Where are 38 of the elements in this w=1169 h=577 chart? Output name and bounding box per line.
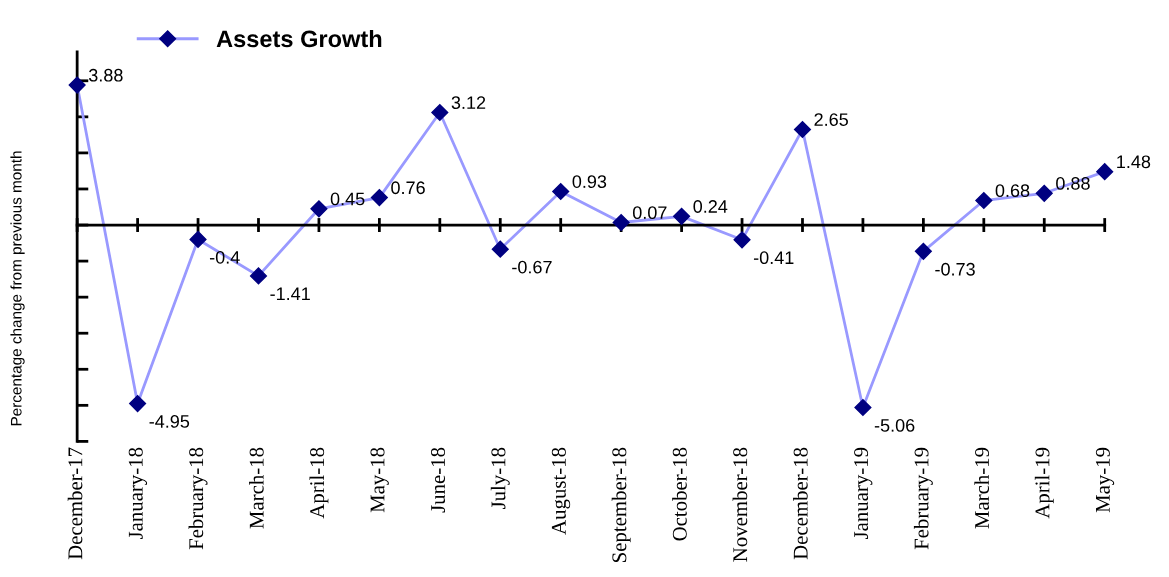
data-label: -4.95	[149, 415, 190, 428]
x-tick-label: December-18	[793, 447, 808, 560]
x-tick-label: March-19	[974, 447, 990, 529]
data-label: 0.07	[632, 206, 667, 220]
data-label: -0.67	[512, 260, 552, 274]
x-tick-label: January-19	[854, 447, 873, 540]
x-tick-label: December-17	[67, 447, 83, 560]
data-label: 3.88	[88, 68, 123, 82]
data-label: 0.88	[1056, 177, 1090, 190]
data-label: -5.06	[874, 419, 915, 432]
x-tick-label: June-18	[430, 447, 446, 513]
x-tick-label: July-18	[490, 447, 510, 510]
data-label: -0.73	[935, 262, 975, 276]
x-tick-label: November-18	[732, 447, 748, 562]
data-label: 0.45	[330, 192, 365, 206]
y-axis-title: Percentage change from previous month	[10, 151, 25, 426]
x-tick-label: May-19	[1095, 447, 1115, 513]
data-label: 0.93	[572, 175, 607, 189]
x-tick-label: January-18	[128, 447, 148, 540]
x-tick-label: April-18	[309, 447, 329, 519]
x-tick-label: February-19	[913, 447, 933, 550]
data-label: 0.24	[693, 200, 728, 213]
x-tick-label: October-18	[672, 447, 687, 541]
data-label: 1.48	[1117, 155, 1151, 169]
x-tick-label: August-18	[551, 447, 571, 535]
data-label: 2.65	[814, 113, 848, 126]
data-label: 3.12	[451, 96, 486, 110]
x-tick-label: February-18	[188, 447, 208, 550]
x-tick-label: March-18	[249, 447, 264, 529]
data-label: -0.4	[209, 250, 240, 264]
data-label: -0.41	[753, 251, 794, 265]
data-label: 0.68	[995, 184, 1030, 198]
data-label: 0.76	[391, 181, 425, 195]
data-label: -1.41	[270, 287, 310, 300]
x-tick-label: April-19	[1034, 447, 1054, 519]
x-tick-label: May-18	[370, 447, 389, 513]
legend-label: Assets Growth	[216, 29, 382, 48]
x-tick-label: September-18	[611, 447, 631, 563]
